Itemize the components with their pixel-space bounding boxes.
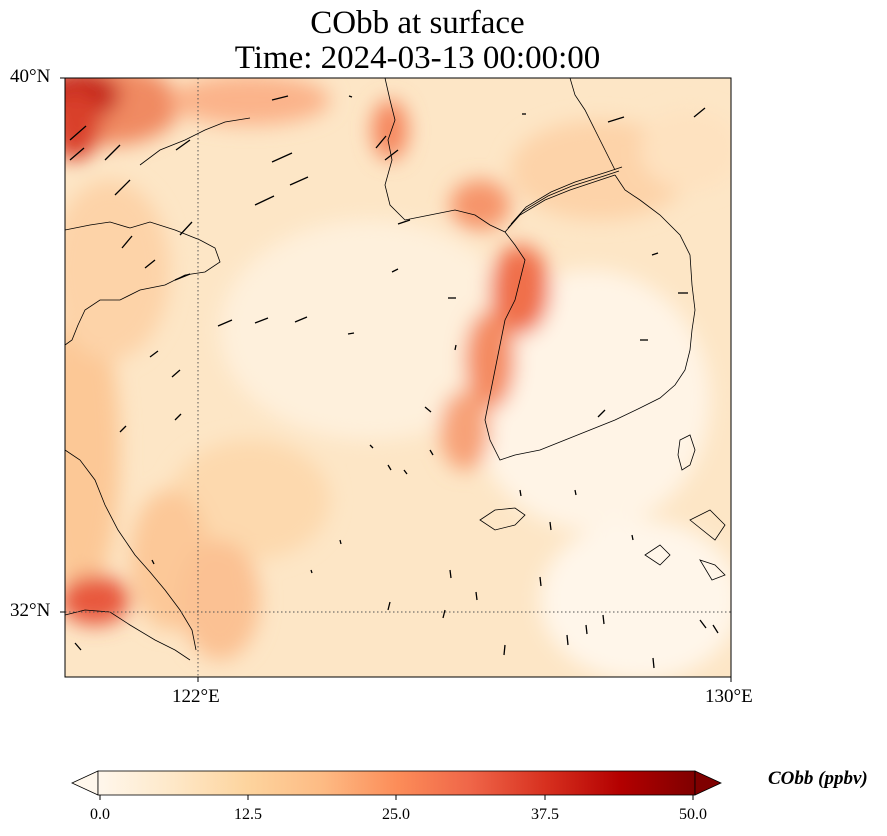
gridlines: [65, 78, 731, 677]
coastlines: [65, 78, 726, 661]
colorbar-extend-min: [71, 770, 99, 796]
colorbar-tick-37-5: 37.5: [531, 806, 559, 823]
colorbar-gradient: [97, 770, 696, 796]
colorbar-tick-12-5: 12.5: [234, 806, 262, 823]
colorbar-extend-max: [694, 770, 722, 796]
concentration-field: [65, 78, 731, 677]
colorbar-tick-25: 25.0: [382, 806, 410, 823]
colorbar-label: CObb (ppbv): [768, 768, 868, 789]
wind-vectors: [69, 95, 719, 669]
x-tick-label-130e: 130°E: [705, 686, 753, 707]
colorbar-tick-50: 50.0: [679, 806, 707, 823]
colorbar-tick-0: 0.0: [90, 806, 110, 823]
x-tick-label-122e: 122°E: [172, 686, 220, 707]
plot-title-line1: CObb at surface: [310, 5, 525, 41]
colorbar: [71, 770, 722, 800]
y-tick-label-32n: 32°N: [10, 600, 51, 621]
plot-title-line2: Time: 2024-03-13 00:00:00: [234, 40, 601, 76]
map-frame: [64, 77, 732, 678]
y-tick-label-40n: 40°N: [10, 66, 51, 87]
